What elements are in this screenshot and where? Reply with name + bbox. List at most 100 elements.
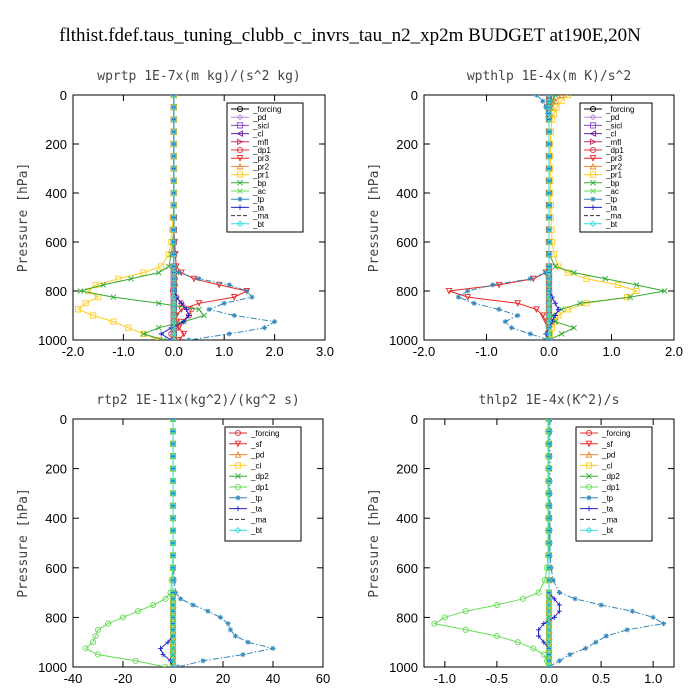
data-point_pr1 <box>583 275 590 282</box>
data-point_bt <box>545 110 553 117</box>
data-point_pr1 <box>158 263 165 270</box>
data-point_bt <box>169 601 177 609</box>
data-point_bt <box>545 564 553 572</box>
data-point_bt <box>545 539 553 547</box>
data-point_pr3 <box>533 306 540 313</box>
legend-label: _sicl <box>252 121 269 130</box>
data-point_ta <box>165 639 171 645</box>
data-point_dp1 <box>535 589 542 596</box>
legend-label: _dp1 <box>605 146 624 155</box>
legend-label: _ta <box>605 203 618 212</box>
data-point_bp <box>571 324 577 331</box>
data-point_pr1 <box>564 269 571 276</box>
data-point_bt <box>170 202 178 209</box>
legend-marker <box>234 429 242 437</box>
legend-marker <box>585 483 593 491</box>
y-tick-label: 800 <box>396 284 418 299</box>
legend-label: _forcing <box>252 105 281 114</box>
legend-label: _dp2 <box>601 472 620 481</box>
data-point_bt <box>169 490 177 497</box>
data-point_bt <box>545 419 553 423</box>
data-point_pr3 <box>190 275 198 283</box>
legend-marker <box>236 122 244 129</box>
data-point_ta <box>535 633 542 639</box>
data-point_bt <box>169 614 177 621</box>
data-point_bt <box>169 502 177 510</box>
data-point_pr1 <box>140 269 147 276</box>
y-tick-label: 800 <box>45 610 67 625</box>
legend-marker <box>237 196 243 202</box>
legend-marker <box>589 113 597 121</box>
legend-label: _ta <box>601 505 614 514</box>
data-point_ta <box>158 331 164 337</box>
data-point_bt <box>170 104 178 111</box>
legend-label: _dp1 <box>252 146 271 155</box>
data-point_tp <box>508 325 515 331</box>
data-point_bt <box>545 626 553 634</box>
data-point_bt <box>545 318 553 325</box>
x-tick-label: -1.0 <box>475 344 497 359</box>
data-point_bt <box>170 153 178 160</box>
data-point_bt <box>170 128 178 135</box>
data-point_bt <box>169 477 177 485</box>
x-tick-label: -0.5 <box>486 671 508 686</box>
x-tick-label: -1.0 <box>434 671 456 686</box>
legend-marker <box>236 105 244 113</box>
data-point_ta <box>555 306 561 312</box>
y-tick-label: 400 <box>45 511 67 526</box>
data-point_bt <box>170 238 178 246</box>
data-point_bt <box>545 287 553 295</box>
x-tick-label: 1.0 <box>644 671 662 686</box>
data-point_bp <box>128 275 134 282</box>
data-point_dp1 <box>94 651 102 658</box>
data-point_bp <box>77 288 84 294</box>
legend-label: _pd <box>601 451 615 460</box>
data-point_pr1 <box>82 300 89 307</box>
data-point_ta <box>157 645 164 651</box>
data-point_pr3 <box>514 300 522 307</box>
data-point_bt <box>170 251 178 258</box>
data-point_bt <box>545 502 553 510</box>
legend-label: _bt <box>601 526 614 535</box>
data-point_pr1 <box>90 312 97 319</box>
data-point_bt <box>545 620 553 627</box>
x-tick-label: -2.0 <box>413 344 435 359</box>
legend-marker <box>586 506 592 512</box>
data-point_ta <box>186 312 192 319</box>
legend-marker <box>585 462 593 469</box>
data-point_bt <box>170 287 178 295</box>
data-point_bt <box>169 539 177 547</box>
y-tick-label: 200 <box>45 137 67 152</box>
data-point_bt <box>170 306 178 313</box>
legend-label: _tp <box>605 195 618 204</box>
data-point_tp <box>455 294 461 300</box>
y-tick-label: 0 <box>60 88 67 103</box>
data-point_bt <box>545 214 553 221</box>
legend-marker <box>234 483 242 491</box>
legend-label: _ma <box>250 515 267 524</box>
legend-label: _pd <box>252 113 266 122</box>
legend-label: _pr1 <box>605 171 623 180</box>
x-tick-label: 40 <box>266 671 280 686</box>
legend-label: _dp1 <box>601 483 620 492</box>
data-point_tp <box>244 288 250 294</box>
x-tick-label: 0.5 <box>592 671 610 686</box>
y-tick-label: 600 <box>45 561 67 576</box>
data-point_bt <box>170 330 178 338</box>
data-point_bt <box>169 428 177 435</box>
data-point_bt <box>169 607 177 615</box>
legend-marker <box>237 188 243 194</box>
legend-label: _pd <box>250 451 264 460</box>
y-tick-label: 600 <box>396 235 418 250</box>
data-point_bt <box>170 214 178 221</box>
data-point_bt <box>545 632 553 640</box>
x-tick-label: 1.0 <box>602 344 620 359</box>
legend-label: _bp <box>605 179 620 188</box>
y-tick-label: 200 <box>396 137 418 152</box>
data-point_dp1 <box>162 595 169 602</box>
legend-marker <box>236 138 244 146</box>
legend-label: _sicl <box>605 121 622 130</box>
x-tick-label: -20 <box>114 671 133 686</box>
data-point_ta <box>556 608 563 614</box>
legend-marker <box>234 526 242 534</box>
